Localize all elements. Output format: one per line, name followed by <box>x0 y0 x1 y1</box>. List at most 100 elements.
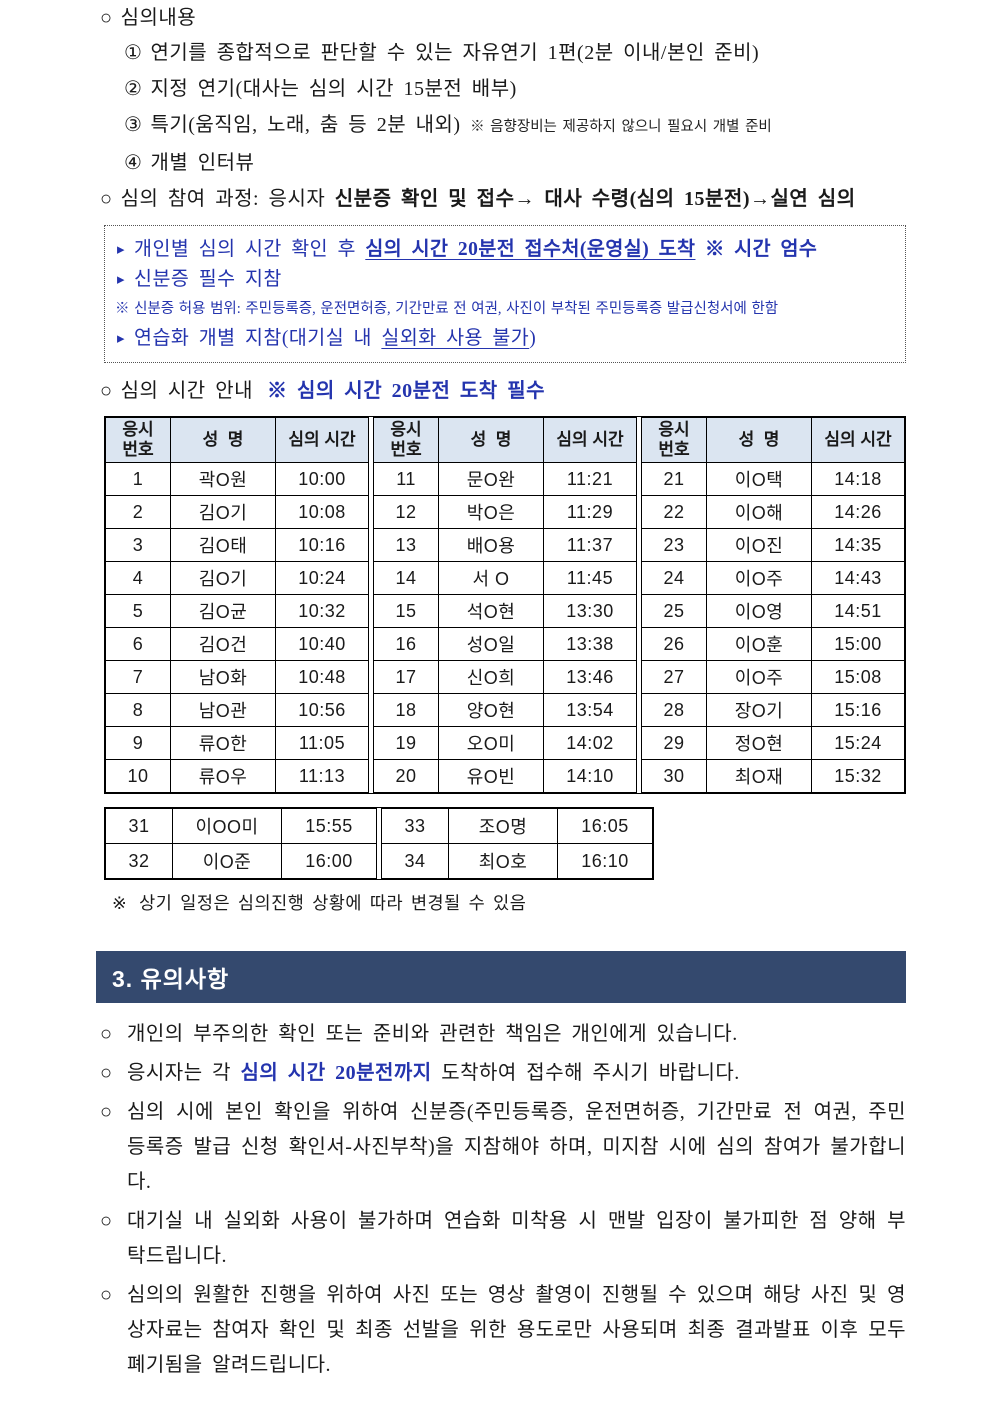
applicant-number-cell: 22 <box>640 495 708 529</box>
notice-4-text: 연습화 개별 지참(대기실 내 <box>134 328 382 349</box>
circle-bullet-icon: ○ <box>100 1210 113 1232</box>
applicant-number-cell: 25 <box>640 594 708 628</box>
schedule-table-group: 응시 번호 성 명 심의 시간 11 문O완 11:21 12 박O은 11:29 13 배O용 11… <box>372 417 638 793</box>
time-cell: 10:24 <box>274 561 370 595</box>
applicant-number-cell: 14 <box>372 561 440 595</box>
notice-2-text: 신분증 필수 지참 <box>134 269 282 290</box>
time-cell: 15:08 <box>810 660 906 694</box>
table-row: 1 곽O원 10:00 <box>104 462 370 496</box>
notice-box: ▸ 개인별 심의 시간 확인 후 심의 시간 20분전 접수처(운영실) 도착 ※… <box>104 225 906 363</box>
table-row: 4 김O기 10:24 <box>104 561 370 595</box>
process-bold-1: 신분증 확인 및 접수 <box>334 188 515 210</box>
name-cell: 이O주 <box>706 660 812 694</box>
column-header: 심의 시간 <box>810 417 906 463</box>
table-row: 33 조O명 16:05 <box>381 808 653 844</box>
table-row: 3 김O태 10:16 <box>104 528 370 562</box>
review-item-1: ① 연기를 종합적으로 판단할 수 있는 자유연기 1편(2분 이내/본인 준비) <box>124 41 906 65</box>
triangle-bullet-icon: ▸ <box>117 331 126 347</box>
table-row: 19 오O미 14:02 <box>372 726 638 760</box>
notice-3-text: ※ 신분증 허용 범위: 주민등록증, 운전면허증, 기간만료 전 여권, 사진… <box>115 301 779 317</box>
notice-paragraph-3: ○ 심의 시에 본인 확인을 위하여 신분증(주민등록증, 운전면허증, 기간만료… <box>100 1095 906 1200</box>
table-row: 22 이O해 14:26 <box>640 495 906 529</box>
column-header: 응시 번호 <box>372 417 440 463</box>
name-cell: 곽O원 <box>170 462 276 496</box>
circled-number-icon: ④ <box>124 152 143 174</box>
table-row: 15 석O현 13:30 <box>372 594 638 628</box>
review-content-heading: ○ 심의내용 <box>100 6 906 30</box>
applicant-number-cell: 17 <box>372 660 440 694</box>
notice-4-tail: ) <box>529 328 537 349</box>
schedule-footnote-text: 상기 일정은 심의진행 상황에 따라 변경될 수 있음 <box>139 893 527 913</box>
applicant-number-cell: 21 <box>640 462 708 496</box>
table-row: 31 이OO미 15:55 <box>105 808 377 844</box>
applicant-number-cell: 10 <box>104 759 172 793</box>
triangle-bullet-icon: ▸ <box>117 272 126 288</box>
process-label: 심의 참여 과정: 응시자 <box>120 188 335 210</box>
notice-1-text: 개인별 심의 시간 확인 후 <box>134 239 366 260</box>
applicant-number-cell: 8 <box>104 693 172 727</box>
name-cell: 오O미 <box>438 726 544 760</box>
time-cell: 13:30 <box>542 594 638 628</box>
review-item-text: 연기를 종합적으로 판단할 수 있는 자유연기 1편(2분 이내/본인 준비) <box>150 42 760 64</box>
triangle-bullet-icon: ▸ <box>117 242 126 258</box>
paragraph-highlight: 심의 시간 20분전까지 <box>240 1062 432 1084</box>
time-cell: 14:18 <box>810 462 906 496</box>
time-cell: 11:21 <box>542 462 638 496</box>
time-cell: 11:05 <box>274 726 370 760</box>
paragraph-text: 도착하여 접수해 주시기 바랍니다. <box>431 1062 740 1084</box>
name-cell: 남O화 <box>170 660 276 694</box>
table-header-row: 응시 번호 성 명 심의 시간 <box>104 417 370 463</box>
circle-bullet-icon: ○ <box>100 1284 113 1306</box>
column-header: 성 명 <box>170 417 276 463</box>
schedule-table-group: 31 이OO미 15:55 32 이O준 16:00 <box>105 808 377 879</box>
applicant-number-cell: 32 <box>105 843 173 879</box>
schedule-heading-note: ※ 심의 시간 20분전 도착 필수 <box>267 380 545 402</box>
review-item-text: 지정 연기(대사는 심의 시간 15분전 배부) <box>150 78 517 100</box>
time-cell: 10:48 <box>274 660 370 694</box>
review-item-note: ※ 음향장비는 제공하지 않으니 필요시 개별 준비 <box>470 119 772 135</box>
schedule-footnote: ※ 상기 일정은 심의진행 상황에 따라 변경될 수 있음 <box>112 890 906 915</box>
applicant-number-cell: 7 <box>104 660 172 694</box>
schedule-table-group: 응시 번호 성 명 심의 시간 21 이O택 14:18 22 이O해 14:26 23 이O진 14… <box>640 417 906 793</box>
column-header: 심의 시간 <box>274 417 370 463</box>
schedule-table-group: 응시 번호 성 명 심의 시간 1 곽O원 10:00 2 김O기 10:08 3 김O태 10:16… <box>104 417 370 793</box>
applicant-number-cell: 34 <box>381 843 449 879</box>
table-row: 9 류O한 11:05 <box>104 726 370 760</box>
name-cell: 문O완 <box>438 462 544 496</box>
notice-line-3: ※ 신분증 허용 범위: 주민등록증, 운전면허증, 기간만료 전 여권, 사진… <box>115 295 893 324</box>
name-cell: 유O빈 <box>438 759 544 793</box>
table-row: 16 성O일 13:38 <box>372 627 638 661</box>
name-cell: 류O한 <box>170 726 276 760</box>
table-row: 11 문O완 11:21 <box>372 462 638 496</box>
table-row: 7 남O화 10:48 <box>104 660 370 694</box>
notice-paragraph-2: ○ 응시자는 각 심의 시간 20분전까지 도착하여 접수해 주시기 바랍니다. <box>100 1056 906 1091</box>
arrow-icon: → <box>514 188 545 210</box>
schedule-heading-text: 심의 시간 안내 <box>120 380 253 402</box>
name-cell: 김O태 <box>170 528 276 562</box>
applicant-number-cell: 13 <box>372 528 440 562</box>
applicant-number-cell: 30 <box>640 759 708 793</box>
applicant-number-cell: 4 <box>104 561 172 595</box>
name-cell: 이O준 <box>172 843 282 879</box>
name-cell: 이O주 <box>706 561 812 595</box>
name-cell: 조O명 <box>448 808 558 844</box>
name-cell: 김O기 <box>170 561 276 595</box>
table-row: 25 이O영 14:51 <box>640 594 906 628</box>
time-cell: 14:26 <box>810 495 906 529</box>
schedule-heading: ○ 심의 시간 안내 ※ 심의 시간 20분전 도착 필수 <box>100 379 906 403</box>
time-cell: 10:40 <box>274 627 370 661</box>
time-cell: 15:00 <box>810 627 906 661</box>
time-cell: 13:46 <box>542 660 638 694</box>
circle-bullet-icon: ○ <box>100 380 113 402</box>
time-cell: 14:35 <box>810 528 906 562</box>
table-row: 5 김O균 10:32 <box>104 594 370 628</box>
time-cell: 15:16 <box>810 693 906 727</box>
time-cell: 10:16 <box>274 528 370 562</box>
column-header: 응시 번호 <box>640 417 708 463</box>
name-cell: 이O해 <box>706 495 812 529</box>
applicant-number-cell: 28 <box>640 693 708 727</box>
process-line: ○ 심의 참여 과정: 응시자 신분증 확인 및 접수→ 대사 수령(심의 15분… <box>100 187 906 211</box>
time-cell: 14:51 <box>810 594 906 628</box>
notice-1-underlined: 심의 시간 20분전 접수처(운영실) 도착 <box>365 239 696 260</box>
